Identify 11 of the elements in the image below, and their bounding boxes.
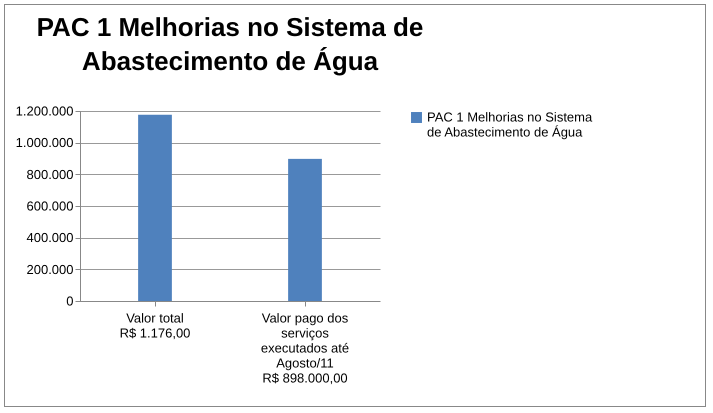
y-tick-label: 0	[66, 294, 74, 308]
y-tick-label: 200.000	[26, 262, 74, 277]
y-tick-label: 600.000	[26, 198, 74, 214]
y-tick-label: 1.200.000	[16, 104, 74, 118]
y-tick-label: 1.000.000	[16, 135, 74, 150]
x-tick-label: Valor total R$ 1.176,00	[120, 310, 190, 340]
y-tick-label: 800.000	[26, 166, 74, 182]
chart-title: PAC 1 Melhorias no Sistema de Abastecimento de Água	[36, 12, 424, 76]
x-tick-label: Valor pago dos serviços executados até Agosto/11 R$ 898.000,00	[260, 310, 350, 386]
y-tick-label: 400.000	[26, 230, 74, 246]
legend-label: PAC 1 Melhorias no Sistema de Abastecimento de Água	[427, 110, 593, 140]
